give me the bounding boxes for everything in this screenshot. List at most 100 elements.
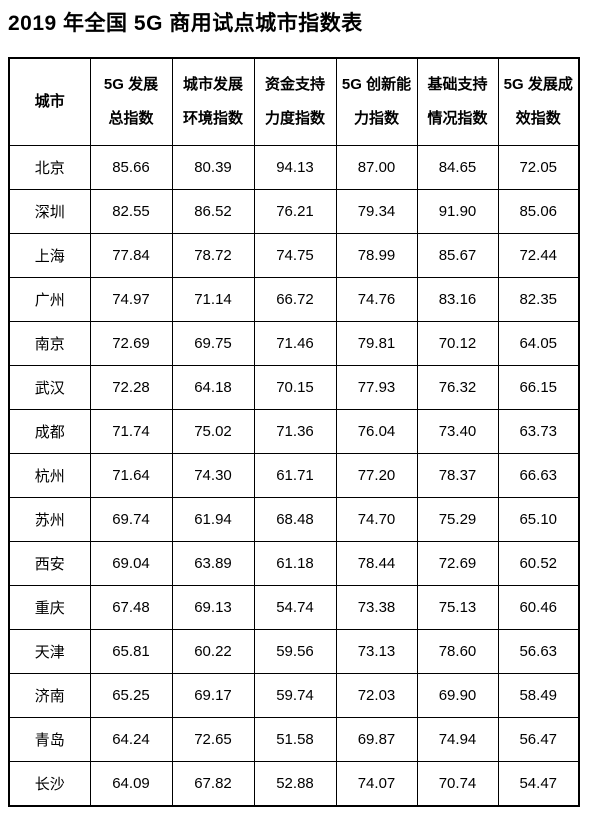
index-value-cell: 72.05 [497, 145, 580, 190]
index-value-cell: 84.65 [416, 145, 499, 190]
index-value-cell: 52.88 [253, 761, 337, 807]
index-value-cell: 63.73 [497, 409, 580, 454]
index-value-cell: 58.49 [497, 673, 580, 718]
table-row: 长沙 64.09 67.82 52.88 74.07 70.74 54.47 [8, 761, 580, 807]
index-value-cell: 66.63 [497, 453, 580, 498]
column-header-label: 5G 发展 [103, 75, 159, 93]
index-value-cell: 73.40 [416, 409, 499, 454]
column-header-label: 力度指数 [264, 110, 325, 128]
city-name-cell: 广州 [8, 277, 91, 322]
city-name-cell: 上海 [8, 233, 91, 278]
table-row: 济南 65.25 69.17 59.74 72.03 69.90 58.49 [8, 673, 580, 718]
column-header-lines: 5G 发展 总指数 [91, 59, 171, 145]
index-value-cell: 74.75 [253, 233, 337, 278]
column-header: 城市 [8, 57, 91, 146]
column-header: 资金支持 力度指数 [253, 57, 337, 146]
table-row: 成都 71.74 75.02 71.36 76.04 73.40 63.73 [8, 409, 580, 454]
index-value-cell: 83.16 [416, 277, 499, 322]
index-value-cell: 69.74 [89, 497, 173, 542]
table-row: 上海 77.84 78.72 74.75 78.99 85.67 72.44 [8, 233, 580, 278]
column-header: 5G 发展成 效指数 [497, 57, 580, 146]
index-value-cell: 72.69 [416, 541, 499, 586]
index-value-cell: 69.90 [416, 673, 499, 718]
index-value-cell: 66.15 [497, 365, 580, 410]
index-value-cell: 74.07 [335, 761, 418, 807]
index-value-cell: 72.44 [497, 233, 580, 278]
index-value-cell: 73.13 [335, 629, 418, 674]
index-value-cell: 69.13 [171, 585, 255, 630]
index-value-cell: 74.76 [335, 277, 418, 322]
table-row: 杭州 71.64 74.30 61.71 77.20 78.37 66.63 [8, 453, 580, 498]
index-value-cell: 69.04 [89, 541, 173, 586]
city-name-cell: 杭州 [8, 453, 91, 498]
index-value-cell: 78.99 [335, 233, 418, 278]
index-value-cell: 70.15 [253, 365, 337, 410]
index-value-cell: 74.97 [89, 277, 173, 322]
column-header-label: 情况指数 [427, 110, 488, 128]
index-value-cell: 71.36 [253, 409, 337, 454]
column-header: 基础支持 情况指数 [416, 57, 499, 146]
index-value-cell: 80.39 [171, 145, 255, 190]
index-value-cell: 69.87 [335, 717, 418, 762]
index-value-cell: 79.81 [335, 321, 418, 366]
index-value-cell: 78.60 [416, 629, 499, 674]
index-value-cell: 60.22 [171, 629, 255, 674]
column-header-label: 环境指数 [182, 110, 243, 128]
index-value-cell: 67.82 [171, 761, 255, 807]
city-name-cell: 重庆 [8, 585, 91, 630]
index-value-cell: 59.56 [253, 629, 337, 674]
column-header-label: 5G 创新能 [341, 75, 412, 93]
table-row: 北京 85.66 80.39 94.13 87.00 84.65 72.05 [8, 145, 580, 190]
city-name-cell: 武汉 [8, 365, 91, 410]
city-name-cell: 南京 [8, 321, 91, 366]
index-value-cell: 68.48 [253, 497, 337, 542]
index-value-cell: 71.64 [89, 453, 173, 498]
column-header-label: 资金支持 [264, 75, 325, 93]
index-value-cell: 69.17 [171, 673, 255, 718]
column-header-lines: 基础支持 情况指数 [418, 59, 497, 145]
column-header-label: 基础支持 [427, 75, 488, 93]
header-row: 城市 5G 发展 总指数 城市发展 环境指数 资金支持 力度指数 5G 创新能 力指数 基础支持情… [8, 57, 580, 146]
page-title: 2019 年全国 5G 商用试点城市指数表 [8, 12, 363, 35]
table-body: 北京 85.66 80.39 94.13 87.00 84.65 72.05 深圳 82.55 8… [8, 145, 580, 807]
index-value-cell: 54.74 [253, 585, 337, 630]
index-value-cell: 91.90 [416, 189, 499, 234]
column-header-label: 城市发展 [182, 75, 243, 93]
index-value-cell: 82.35 [497, 277, 580, 322]
table-row: 武汉 72.28 64.18 70.15 77.93 76.32 66.15 [8, 365, 580, 410]
index-value-cell: 86.52 [171, 189, 255, 234]
index-value-cell: 74.70 [335, 497, 418, 542]
index-value-cell: 60.46 [497, 585, 580, 630]
index-value-cell: 71.46 [253, 321, 337, 366]
column-header-label: 效指数 [515, 110, 561, 128]
table-row: 苏州 69.74 61.94 68.48 74.70 75.29 65.10 [8, 497, 580, 542]
index-value-cell: 70.74 [416, 761, 499, 807]
index-value-cell: 87.00 [335, 145, 418, 190]
table-row: 天津 65.81 60.22 59.56 73.13 78.60 56.63 [8, 629, 580, 674]
city-name-cell: 西安 [8, 541, 91, 586]
index-value-cell: 67.48 [89, 585, 173, 630]
column-header: 城市发展 环境指数 [171, 57, 255, 146]
table-row: 重庆 67.48 69.13 54.74 73.38 75.13 60.46 [8, 585, 580, 630]
column-header-lines: 城市发展 环境指数 [173, 59, 253, 145]
column-header-label: 5G 发展成 [503, 75, 573, 93]
index-value-cell: 85.67 [416, 233, 499, 278]
city-name-cell: 深圳 [8, 189, 91, 234]
index-value-cell: 66.72 [253, 277, 337, 322]
column-header-label: 力指数 [353, 110, 399, 128]
index-value-cell: 75.13 [416, 585, 499, 630]
table-row: 南京 72.69 69.75 71.46 79.81 70.12 64.05 [8, 321, 580, 366]
column-header-lines: 5G 创新能 力指数 [337, 59, 416, 145]
index-value-cell: 54.47 [497, 761, 580, 807]
column-header-lines: 城市 [10, 59, 89, 145]
city-name-cell: 天津 [8, 629, 91, 674]
index-value-cell: 60.52 [497, 541, 580, 586]
index-value-cell: 51.58 [253, 717, 337, 762]
index-value-cell: 76.32 [416, 365, 499, 410]
index-value-cell: 94.13 [253, 145, 337, 190]
column-header: 5G 创新能 力指数 [335, 57, 418, 146]
table-header: 城市 5G 发展 总指数 城市发展 环境指数 资金支持 力度指数 5G 创新能 力指数 基础支持情… [8, 57, 580, 146]
index-value-cell: 72.65 [171, 717, 255, 762]
index-value-cell: 70.12 [416, 321, 499, 366]
index-value-cell: 74.94 [416, 717, 499, 762]
